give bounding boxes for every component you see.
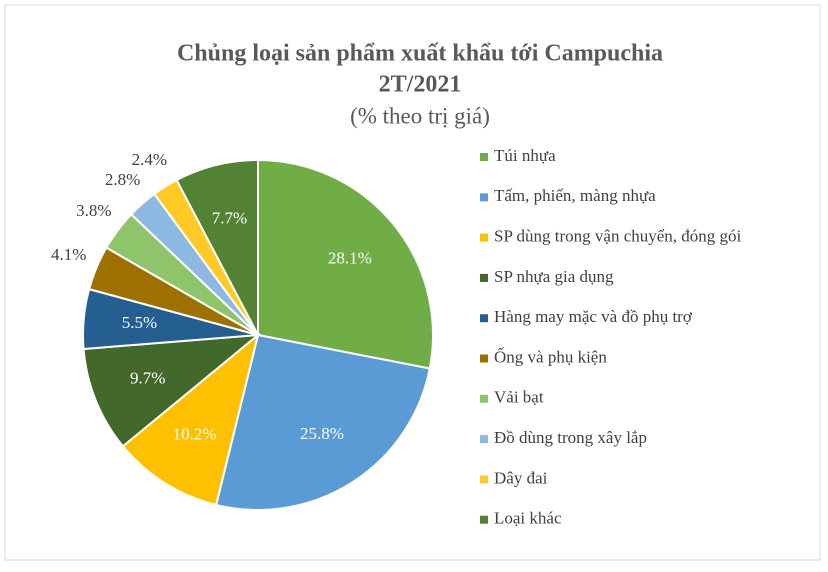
legend-swatch: [480, 193, 488, 202]
pie-slice: [257, 158, 434, 370]
pie-slice: [82, 333, 262, 448]
legend-swatch: [480, 394, 488, 403]
legend-label: Hàng may mặc và đồ phụ trợ: [494, 307, 693, 326]
legend-label: Túi nhựa: [494, 146, 556, 165]
data-label: 5.5%: [122, 313, 157, 332]
legend-label: SP dùng trong vận chuyển, đóng gói: [494, 227, 742, 246]
data-label: 25.8%: [300, 424, 344, 443]
legend-swatch: [480, 475, 488, 484]
legend-swatch: [480, 233, 488, 242]
legend-swatch: [480, 153, 488, 161]
data-label: 3.8%: [76, 201, 111, 220]
chart-title: 2T/2021: [379, 72, 462, 98]
chart-title: Chủng loại sản phẩm xuất khẩu tới Campuc…: [177, 41, 663, 67]
legend-label: Vải bạt: [494, 388, 544, 407]
data-label: 4.1%: [51, 245, 86, 264]
legend-swatch: [480, 314, 488, 323]
data-label: 10.2%: [173, 425, 217, 444]
data-label: 2.8%: [105, 170, 140, 189]
pie-slice: [175, 158, 259, 336]
legend-label: Dây đai: [494, 468, 548, 487]
legend-swatch: [480, 515, 488, 524]
data-label: 28.1%: [328, 248, 372, 267]
data-label: 7.7%: [212, 208, 247, 227]
legend-swatch: [480, 273, 488, 282]
chart-subtitle: (% theo trị giá): [350, 103, 490, 128]
data-label: 9.7%: [130, 369, 165, 388]
legend-label: SP nhựa gia dụng: [494, 267, 614, 286]
data-label: 2.4%: [132, 150, 167, 169]
pie-slice: [121, 332, 260, 507]
legend-label: Ống và phụ kiện: [494, 347, 607, 366]
legend-swatch: [480, 435, 488, 444]
legend-label: Loại khác: [494, 509, 562, 528]
legend-label: Tấm, phiến, màng nhựa: [494, 186, 656, 205]
pie-slice: [214, 333, 431, 511]
legend-swatch: [480, 354, 488, 363]
legend-label: Đồ dùng trong xây lắp: [494, 428, 647, 447]
